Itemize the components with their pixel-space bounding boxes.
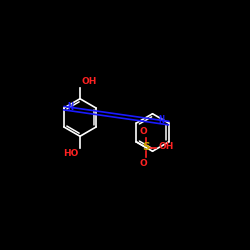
Text: S: S [142,142,150,152]
Text: HO: HO [64,150,79,158]
Text: N: N [159,115,165,125]
Text: O: O [139,159,147,168]
Text: O: O [139,127,147,136]
Text: N: N [68,102,74,112]
Text: OH: OH [81,76,96,86]
Text: OH: OH [158,142,174,151]
